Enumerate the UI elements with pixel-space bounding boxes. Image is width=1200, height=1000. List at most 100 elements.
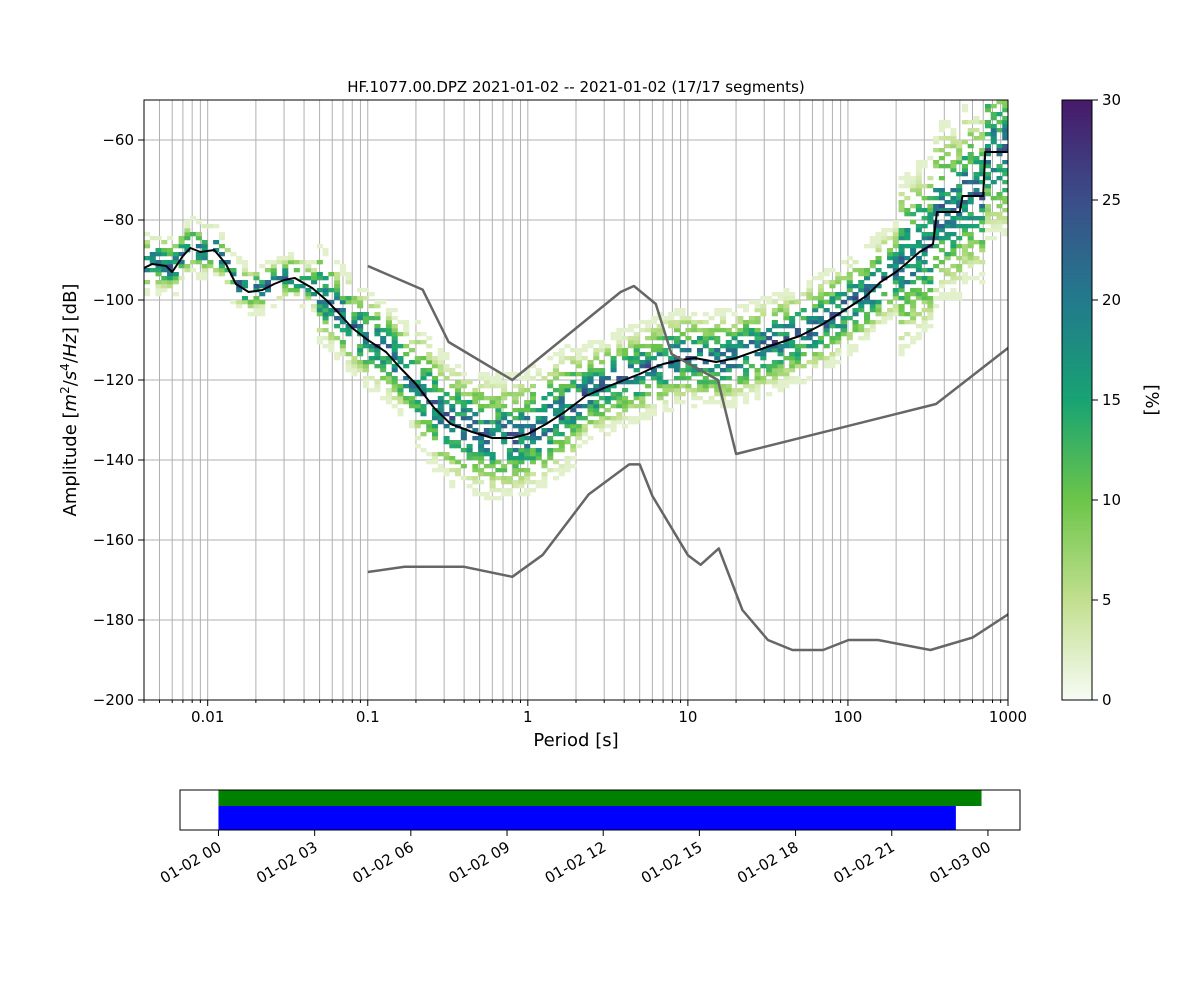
density-cell	[495, 424, 502, 429]
density-cell	[570, 428, 577, 433]
density-cell	[921, 280, 928, 285]
density-cell	[927, 304, 934, 309]
density-cell	[720, 368, 727, 373]
density-cell	[570, 424, 577, 429]
density-cell	[702, 360, 709, 365]
y-axis-label: Amplitude [m2/s4/Hz] [dB]	[58, 284, 81, 517]
density-cell	[155, 264, 162, 269]
density-cell	[506, 392, 513, 397]
density-cell	[368, 292, 375, 297]
density-cell	[518, 492, 525, 497]
density-cell	[858, 304, 865, 309]
density-cell	[437, 452, 444, 457]
density-cell	[368, 344, 375, 349]
density-cell	[944, 120, 951, 125]
density-cell	[512, 468, 519, 473]
density-cell	[633, 416, 640, 421]
density-cell	[933, 136, 940, 141]
density-cell	[984, 120, 992, 125]
density-cell	[645, 328, 652, 333]
density-cell	[967, 180, 974, 185]
density-cell	[996, 216, 1003, 221]
density-cell	[996, 148, 1003, 153]
density-cell	[984, 208, 992, 213]
density-cell	[316, 272, 323, 277]
density-cell	[339, 344, 346, 349]
density-cell	[489, 420, 496, 425]
density-cell	[725, 328, 732, 333]
density-cell	[264, 260, 272, 265]
density-cell	[253, 296, 260, 301]
density-cell	[622, 408, 629, 413]
density-cell	[904, 264, 911, 269]
density-cell	[403, 344, 410, 349]
density-cell	[956, 264, 963, 269]
density-cell	[627, 344, 634, 349]
density-cell	[293, 284, 300, 289]
density-cell	[535, 448, 542, 453]
density-cell	[610, 416, 617, 421]
density-cell	[921, 316, 928, 321]
density-cell	[420, 332, 427, 337]
density-cell	[754, 316, 761, 321]
density-cell	[443, 436, 450, 441]
density-cell	[144, 268, 151, 273]
density-cell	[518, 460, 525, 465]
density-cell	[875, 232, 882, 237]
density-cell	[898, 304, 905, 309]
density-cell	[558, 360, 565, 365]
density-cell	[961, 248, 968, 253]
density-cell	[259, 292, 266, 297]
density-cell	[984, 152, 992, 157]
density-cell	[829, 300, 836, 305]
density-cell	[282, 284, 289, 289]
density-cell	[852, 320, 859, 325]
density-cell	[449, 480, 456, 485]
density-cell	[639, 404, 646, 409]
density-cell	[771, 292, 778, 297]
density-cell	[552, 432, 560, 437]
density-cell	[777, 380, 784, 385]
density-cell	[161, 284, 168, 289]
density-cell	[397, 412, 404, 417]
density-cell	[599, 424, 606, 429]
density-cell	[385, 400, 392, 405]
density-cell	[743, 372, 750, 377]
density-cell	[645, 344, 652, 349]
density-cell	[230, 272, 237, 277]
density-cell	[345, 332, 352, 337]
density-cell	[921, 300, 928, 305]
density-cell	[512, 400, 519, 405]
density-cell	[328, 312, 335, 317]
density-cell	[662, 384, 669, 389]
density-cell	[881, 312, 888, 317]
density-cell	[552, 428, 560, 433]
density-cell	[564, 468, 571, 473]
density-cell	[696, 348, 704, 353]
density-cell	[587, 420, 594, 425]
density-cell	[599, 420, 606, 425]
density-cell	[305, 296, 312, 301]
density-cell	[385, 388, 392, 393]
density-cell	[990, 140, 997, 145]
density-cell	[639, 352, 646, 357]
density-cell	[518, 440, 525, 445]
density-cell	[979, 260, 986, 265]
density-cell	[391, 376, 398, 381]
density-cell	[293, 288, 300, 293]
density-cell	[432, 468, 439, 473]
density-cell	[1002, 120, 1008, 125]
density-cell	[720, 352, 727, 357]
density-cell	[581, 432, 588, 437]
density-cell	[322, 312, 329, 317]
density-cell	[927, 308, 934, 313]
density-cell	[622, 336, 629, 341]
density-cell	[581, 440, 588, 445]
density-cell	[362, 332, 369, 337]
density-cell	[823, 332, 830, 337]
density-cell	[731, 312, 738, 317]
density-cell	[270, 272, 277, 277]
density-cell	[288, 280, 295, 285]
density-cell	[541, 472, 548, 477]
density-cell	[455, 440, 462, 445]
